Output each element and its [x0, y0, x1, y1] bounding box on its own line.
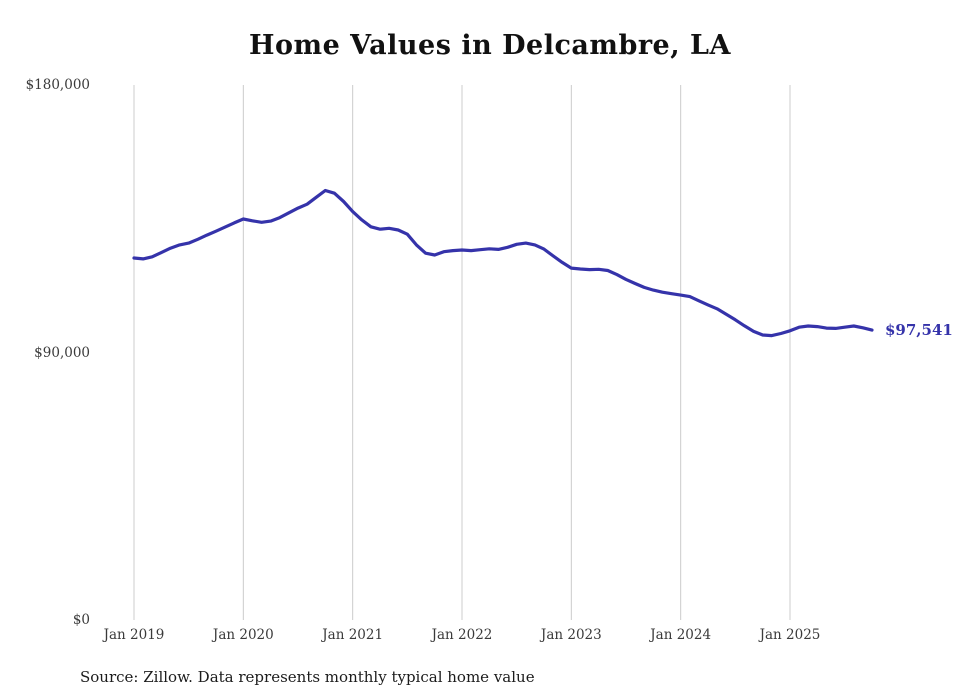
end-value-label: $97,541: [885, 321, 953, 340]
source-note: Source: Zillow. Data represents monthly …: [80, 668, 535, 686]
home-value-line: [132, 188, 874, 338]
chart-title: Home Values in Delcambre, LA: [249, 30, 731, 61]
